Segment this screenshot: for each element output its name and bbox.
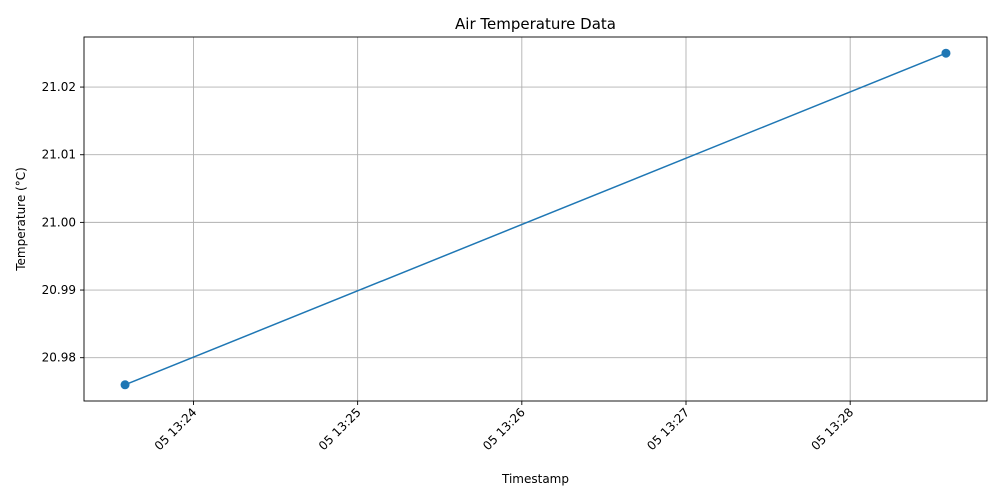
- y-tick-label: 20.98: [42, 351, 76, 365]
- y-tick-label: 20.99: [42, 283, 76, 297]
- y-tick-label: 21.00: [42, 215, 76, 229]
- series-line: [124, 52, 947, 386]
- x-axis-label: Timestamp: [501, 472, 569, 486]
- data-point: [120, 380, 130, 390]
- grid-lines: [84, 37, 987, 401]
- axes-frame: [83, 36, 988, 402]
- y-tick-label: 21.01: [42, 148, 76, 162]
- data-point: [941, 48, 951, 58]
- y-axis-label: Temperature (°C): [14, 167, 28, 272]
- y-tick-label: 21.02: [42, 80, 76, 94]
- chart-title: Air Temperature Data: [455, 15, 616, 33]
- plot-area: [120, 48, 951, 390]
